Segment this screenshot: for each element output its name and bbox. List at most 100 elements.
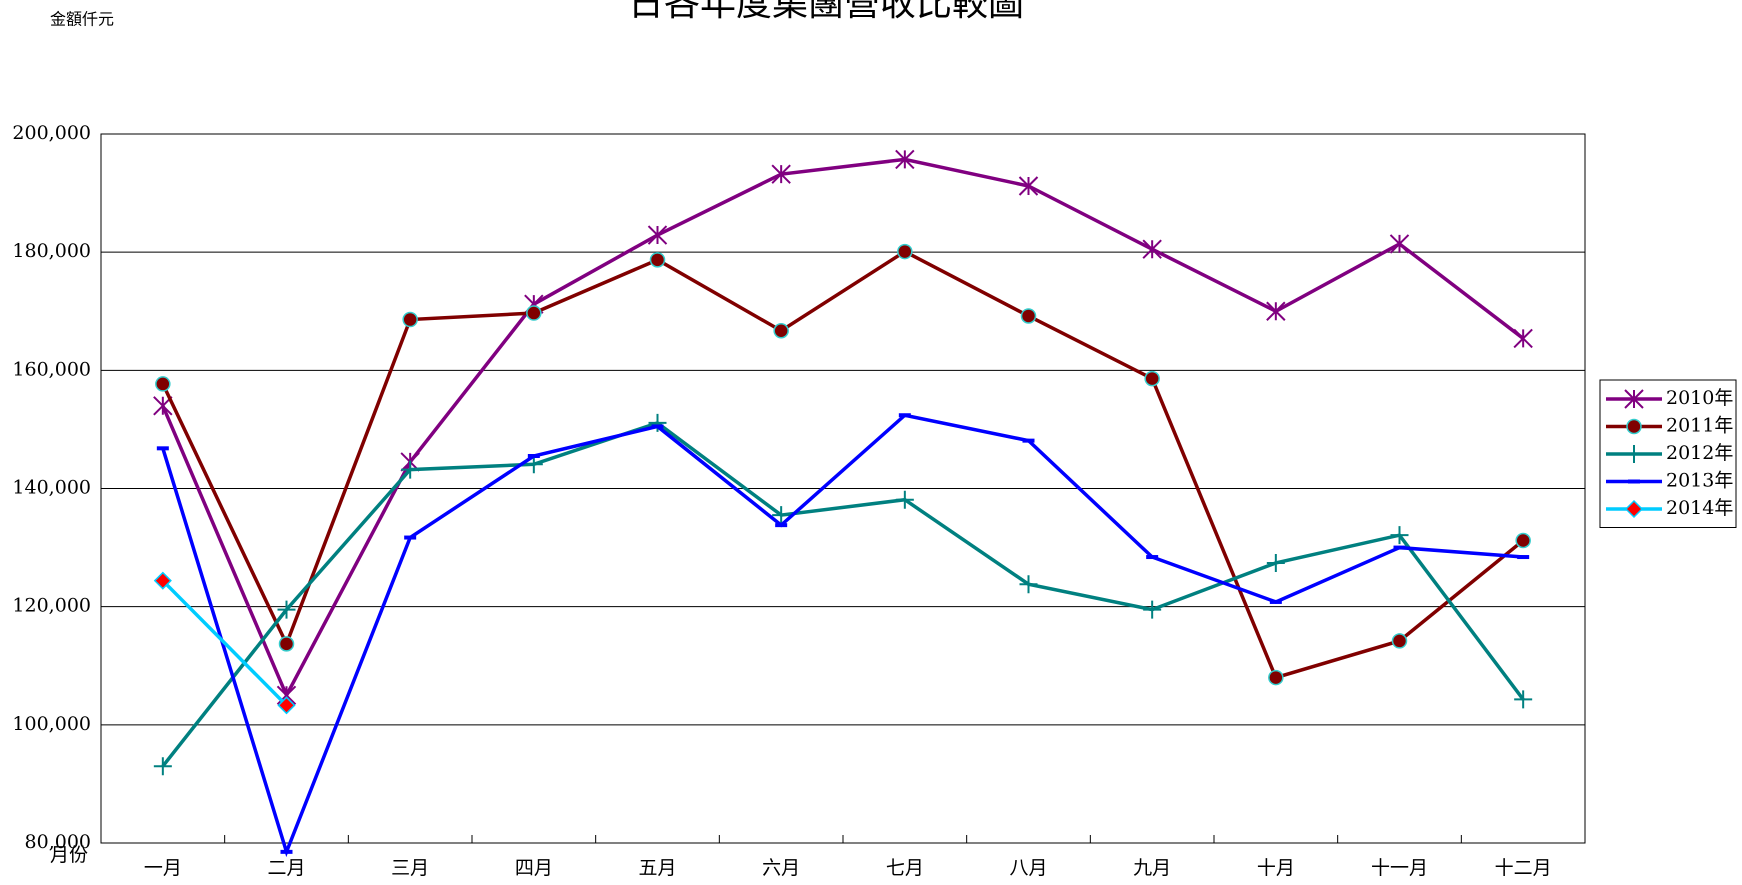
marker-shape <box>526 305 542 321</box>
marker-shape <box>1626 418 1642 435</box>
marker-shape <box>1624 389 1644 409</box>
marker-shape <box>153 571 172 590</box>
marker-shape <box>1019 575 1038 594</box>
data-point <box>1020 308 1037 324</box>
marker-shape <box>277 696 296 715</box>
data-point <box>401 460 420 479</box>
data-point <box>1514 690 1533 709</box>
marker-shape <box>277 600 296 619</box>
data-point <box>1391 633 1408 649</box>
marker-shape <box>1144 370 1160 387</box>
data-point <box>771 164 791 184</box>
marker-shape <box>524 455 543 474</box>
series-line <box>161 579 288 707</box>
data-point <box>1144 370 1160 387</box>
marker-shape <box>649 252 666 268</box>
data-point <box>773 322 789 339</box>
data-point <box>277 600 296 619</box>
data-point <box>648 413 667 432</box>
series-line <box>161 249 1525 680</box>
legend-label: 2012年 <box>1666 442 1733 464</box>
marker-shape <box>895 149 915 170</box>
series-line <box>161 420 1525 768</box>
marker-shape <box>771 164 791 184</box>
data-point <box>772 506 791 525</box>
y-tick-label: 80,000 <box>25 831 91 853</box>
marker-shape <box>1142 239 1162 259</box>
chart-title: 日各年度集團營收比較圖 <box>628 0 1024 24</box>
legend-label: 2010年 <box>1666 387 1733 409</box>
data-point <box>649 252 666 268</box>
marker-shape <box>1390 526 1409 545</box>
marker-shape <box>155 376 171 392</box>
marker-shape <box>1266 553 1285 572</box>
y-axis-label: 金額仟元 <box>50 10 114 29</box>
marker-shape <box>648 413 667 432</box>
data-point <box>897 243 913 260</box>
x-tick-label: 十二月 <box>1495 857 1552 879</box>
data-point <box>1390 526 1409 545</box>
data-point <box>1389 234 1410 254</box>
marker-shape <box>1624 499 1644 519</box>
data-point <box>1266 553 1285 572</box>
x-tick-label: 一月 <box>144 857 182 879</box>
legend-marker <box>1626 418 1642 435</box>
marker-shape <box>1515 532 1531 549</box>
legend-marker <box>1624 499 1644 519</box>
data-point <box>1515 532 1531 549</box>
marker-shape <box>1020 308 1037 324</box>
marker-shape <box>153 757 172 776</box>
series-line <box>161 413 1524 858</box>
data-point <box>277 696 296 715</box>
x-tick-label: 七月 <box>886 857 924 879</box>
marker-shape <box>278 636 295 652</box>
x-tick-label: 八月 <box>1009 857 1047 879</box>
series-line <box>161 157 1525 700</box>
y-tick-label: 120,000 <box>12 595 91 617</box>
x-tick-label: 四月 <box>515 857 553 879</box>
data-point <box>895 490 914 509</box>
data-point <box>526 305 542 321</box>
legend-marker <box>1625 445 1643 463</box>
marker-shape <box>773 322 789 339</box>
marker-shape <box>1391 633 1408 649</box>
x-tick-label: 五月 <box>638 857 676 879</box>
legend-label: 2014年 <box>1666 497 1733 519</box>
x-tick-label: 二月 <box>267 857 305 879</box>
marker-shape <box>1018 176 1039 196</box>
x-tick-label: 三月 <box>391 857 429 879</box>
data-point <box>1513 328 1533 349</box>
marker-shape <box>1625 445 1643 463</box>
data-point <box>402 311 418 328</box>
y-tick-label: 100,000 <box>12 713 91 735</box>
data-point <box>1143 600 1162 619</box>
data-point <box>524 455 543 474</box>
data-point <box>647 225 668 245</box>
y-tick-label: 160,000 <box>12 358 91 380</box>
marker-shape <box>1389 234 1410 254</box>
x-tick-label: 十月 <box>1257 857 1295 879</box>
y-tick-label: 180,000 <box>12 240 91 262</box>
x-tick-label: 六月 <box>762 857 800 879</box>
data-point <box>1268 669 1284 686</box>
data-point <box>1019 575 1038 594</box>
marker-shape <box>1266 301 1286 321</box>
marker-shape <box>1514 690 1533 709</box>
data-point <box>1142 239 1162 259</box>
marker-shape <box>895 490 914 509</box>
x-axis-label: 月份 <box>50 844 88 866</box>
x-tick-label: 九月 <box>1133 857 1171 879</box>
legend-label: 2011年 <box>1666 415 1733 437</box>
data-point <box>895 149 915 170</box>
marker-shape <box>1143 600 1162 619</box>
marker-shape <box>402 311 418 328</box>
data-point <box>1018 176 1039 196</box>
marker-shape <box>772 506 791 525</box>
data-point <box>278 636 295 652</box>
y-tick-label: 200,000 <box>12 122 91 144</box>
data-point <box>153 757 172 776</box>
legend-marker <box>1624 389 1644 409</box>
marker-shape <box>1513 328 1533 349</box>
legend-label: 2013年 <box>1666 470 1733 492</box>
